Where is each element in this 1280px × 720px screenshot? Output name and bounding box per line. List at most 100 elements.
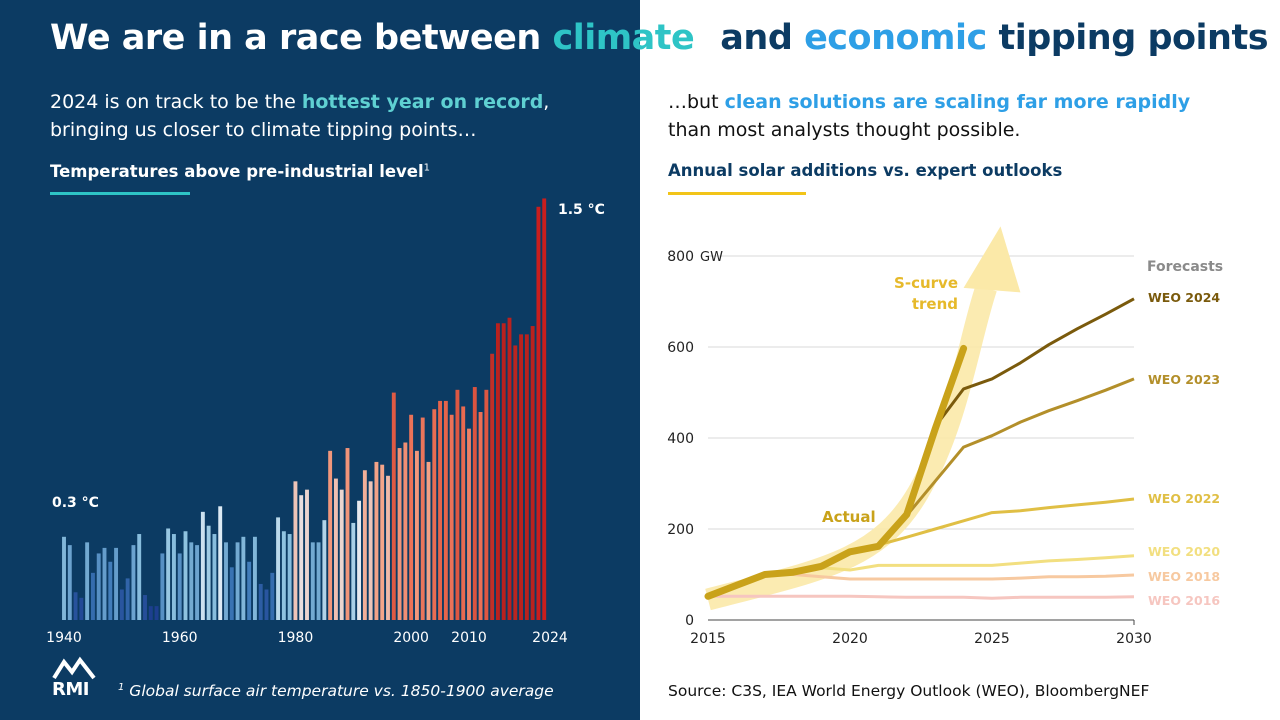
temp-bar-1982	[305, 489, 309, 620]
temp-bar-2017	[507, 317, 512, 620]
temp-bar-1969	[229, 567, 234, 620]
temp-bar-2021	[530, 326, 535, 620]
temp-bar-2020	[524, 334, 529, 620]
right-title-underline	[668, 192, 806, 195]
temp-bar-1948	[108, 561, 113, 620]
temp-bar-1986	[328, 450, 333, 620]
temp-bar-1964	[200, 511, 205, 620]
annotation-s-curve: S-curve	[894, 274, 958, 292]
temp-bar-1983	[310, 542, 315, 620]
temp-bar-1949	[114, 547, 119, 620]
temp-bar-2019	[519, 334, 524, 620]
legend-label-weo-2024: WEO 2024	[1148, 290, 1220, 305]
series-line-weo-2018	[764, 571, 1135, 581]
temp-bar-1952	[131, 545, 136, 620]
title-part1: We are in a race between	[50, 18, 553, 58]
temp-bar-1956	[154, 606, 159, 620]
temp-bar-2015	[495, 323, 500, 620]
annotation-trend: trend	[912, 295, 958, 313]
temp-bar-1995	[380, 464, 385, 620]
temp-bar-1955	[148, 606, 153, 620]
legend-label-weo-2016: WEO 2016	[1148, 593, 1220, 608]
temp-bar-1996	[386, 475, 390, 620]
legend-title: Forecasts	[1147, 259, 1223, 275]
temp-bar-1941	[67, 545, 72, 620]
temp-bar-1963	[195, 545, 200, 620]
title-economic: economic	[804, 18, 987, 58]
y-tick-label-400: 400	[667, 431, 694, 447]
x-tick-label-2000: 2000	[393, 630, 429, 646]
temp-bar-2001	[414, 450, 419, 620]
temp-bar-1973	[252, 536, 257, 620]
temp-bar-1943	[79, 597, 84, 620]
temp-bar-2003	[426, 461, 431, 620]
temp-bar-2022	[536, 206, 541, 620]
temp-bar-1945	[90, 572, 95, 620]
temp-bar-2007	[449, 414, 454, 620]
temp-bar-2006	[443, 400, 448, 620]
temp-bar-1984	[316, 542, 321, 620]
x-tick-label-2010: 2010	[451, 630, 487, 646]
legend-label-weo-2022: WEO 2022	[1148, 491, 1220, 506]
temp-bar-1968	[224, 542, 228, 620]
temp-bar-1979	[287, 534, 292, 620]
temp-bar-1998	[397, 448, 402, 620]
temp-bar-1950	[119, 589, 124, 620]
temp-bar-1965	[206, 525, 211, 620]
annotation-1-5c: 1.5 °C	[558, 202, 605, 218]
temp-bar-2016	[501, 323, 506, 620]
temp-bar-1951	[125, 578, 130, 620]
temp-bar-1947	[102, 547, 107, 620]
temp-bar-1960	[177, 553, 182, 620]
temp-bar-1989	[345, 448, 350, 620]
temp-bar-2004	[432, 409, 437, 620]
temp-bar-1985	[322, 520, 327, 620]
temp-bar-2011	[472, 387, 477, 620]
left-footnote: 1 Global surface air temperature vs. 185…	[118, 682, 554, 701]
source-note: Source: C3S, IEA World Energy Outlook (W…	[668, 682, 1150, 700]
series-line-weo-2024	[934, 297, 1135, 428]
temp-bar-2014	[490, 353, 495, 620]
right-chart-title: Annual solar additions vs. expert outloo…	[668, 161, 1063, 180]
left-subtitle-highlight: hottest year on record	[301, 91, 544, 113]
temp-bar-1971	[241, 536, 246, 620]
temp-bar-1967	[218, 506, 223, 620]
temp-bar-1999	[403, 442, 408, 620]
x-tick-label-2030: 2030	[1116, 631, 1152, 647]
series-line-weo-2016	[708, 594, 1135, 600]
y-axis-unit: GW	[700, 250, 723, 265]
temp-bar-1940	[62, 536, 66, 620]
temp-bar-1980	[293, 481, 298, 620]
temp-bar-1944	[85, 542, 90, 620]
temp-bar-1992	[362, 470, 367, 620]
x-tick-label-1980: 1980	[278, 630, 314, 646]
temp-bar-1987	[333, 478, 338, 620]
temp-bar-1942	[73, 592, 78, 620]
temp-bar-1997	[391, 392, 396, 620]
left-title-underline	[50, 192, 190, 195]
right-subtitle-highlight: clean solutions are scaling far more rap…	[724, 91, 1191, 113]
temp-bar-1991	[357, 500, 362, 620]
annotation-actual: Actual	[822, 508, 876, 526]
x-tick-label-2015: 2015	[690, 631, 726, 647]
x-tick-label-2024: 2024	[532, 630, 568, 646]
s-curve-trend-arrowhead	[963, 226, 1021, 293]
left-chart-title: Temperatures above pre-industrial level1	[50, 162, 431, 181]
temp-bar-1993	[368, 481, 373, 620]
annotation-0-3c: 0.3 °C	[52, 495, 99, 511]
legend-label-weo-2020: WEO 2020	[1148, 544, 1220, 559]
series-line-weo-2022	[849, 497, 1135, 555]
temp-bar-2013	[484, 389, 489, 620]
temp-bar-2000	[409, 414, 414, 620]
y-tick-label-200: 200	[667, 522, 694, 538]
legend-label-weo-2023: WEO 2023	[1148, 372, 1220, 387]
temp-bar-1946	[96, 553, 101, 620]
legend-label-weo-2018: WEO 2018	[1148, 569, 1220, 584]
series-line-weo-2023	[877, 377, 1135, 546]
page-title: We are in a race between climate and econ…	[50, 18, 1269, 58]
temp-bar-1954	[143, 595, 147, 620]
temp-bar-2023	[542, 198, 547, 620]
temp-bar-1953	[137, 534, 142, 620]
temp-bar-2008	[455, 389, 460, 620]
